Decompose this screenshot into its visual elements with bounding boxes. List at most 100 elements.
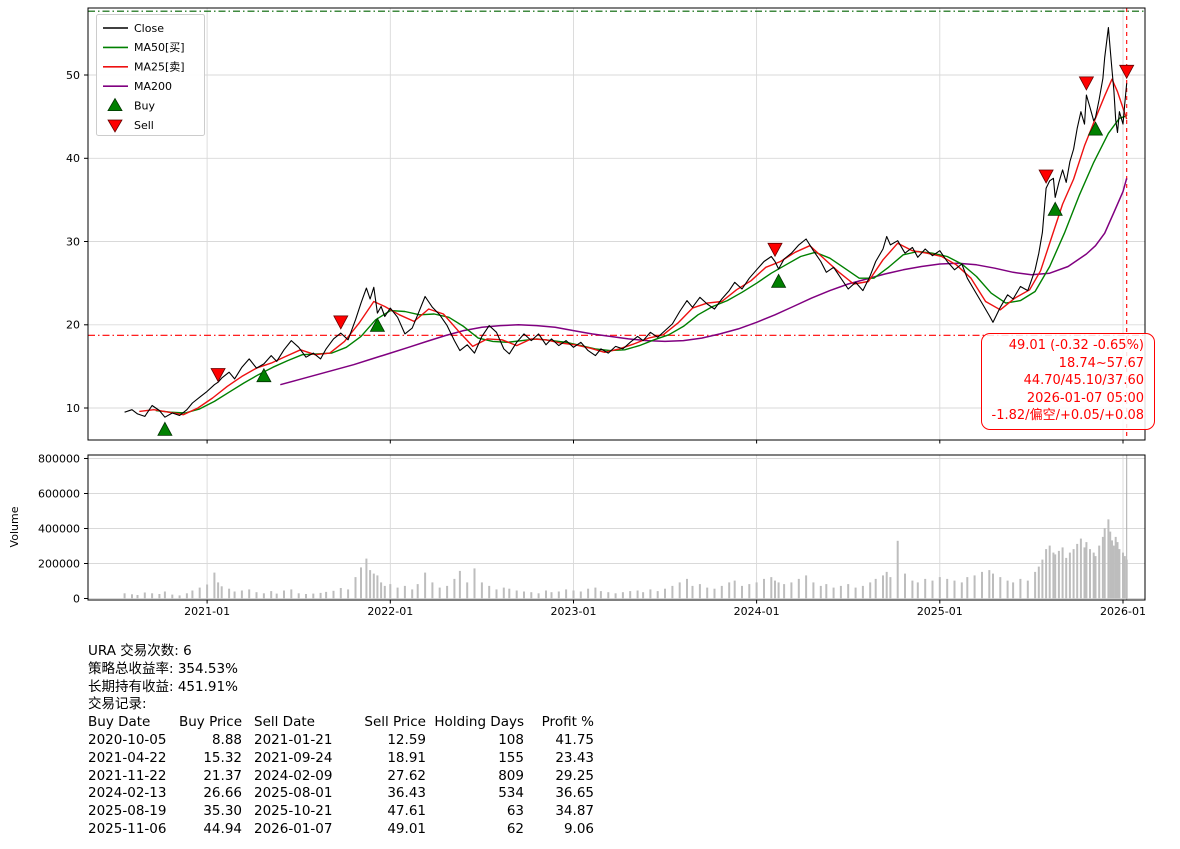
trade-cell: 26.66 [203, 785, 242, 802]
trade-cell: 47.61 [387, 803, 426, 820]
trade-cell: 2024-02-09 [254, 767, 333, 784]
trade-cell: 23.43 [555, 749, 594, 766]
trade-cell: 155 [498, 749, 524, 766]
volume-panel-border [87, 454, 1146, 601]
trade-row: 2021-11-22 21.37 2024-02-09 27.62 809 29.25 [88, 768, 594, 786]
sell-marker-icon [1038, 169, 1054, 184]
trade-cell: 2021-09-24 [254, 749, 333, 766]
trade-cell: 108 [498, 731, 524, 748]
header-buy-price: Buy Price [178, 714, 242, 731]
trade-cell: 8.88 [211, 731, 242, 748]
trade-cell: 2020-10-05 [88, 731, 167, 748]
annotation-signal-line: -1.82/偏空/+0.05/+0.08 [991, 408, 1144, 424]
legend-label: Sell [134, 119, 154, 132]
x-tick-label: 2023-01 [551, 605, 597, 618]
close-line [124, 27, 1128, 418]
price-tick-label: 20 [66, 319, 80, 332]
trade-cell: 2025-08-19 [88, 803, 167, 820]
price-tick-label: 30 [66, 235, 80, 248]
legend-sell-icon [107, 119, 123, 133]
trade-cell: 809 [498, 767, 524, 784]
buy-marker-icon [770, 273, 787, 288]
trade-cell: 35.30 [203, 803, 242, 820]
trade-cell: 15.32 [203, 749, 242, 766]
buy-marker-icon [369, 317, 386, 332]
price-tick-label: 40 [66, 152, 80, 165]
trade-row: 2025-11-06 44.94 2026-01-07 49.01 62 9.06 [88, 821, 594, 839]
trades-table: Buy Date Buy Price Sell Date Sell Price … [88, 714, 594, 839]
trade-cell: 12.59 [387, 731, 426, 748]
volume-tick-label: 800000 [38, 452, 80, 465]
strategy-return-line: 策略总收益率: 354.53% [88, 660, 238, 677]
trade-cell: 2021-04-22 [88, 749, 167, 766]
header-sell-price: Sell Price [364, 714, 426, 731]
trade-cell: 2025-10-21 [254, 803, 333, 820]
legend-box [96, 14, 205, 136]
trade-cell: 18.91 [387, 749, 426, 766]
trade-cell: 36.43 [387, 785, 426, 802]
legend-label: Buy [134, 99, 156, 112]
x-tick-label: 2025-01 [917, 605, 963, 618]
trade-cell: 2025-11-06 [88, 820, 167, 837]
chart-canvas: 10 20 30 40 50 0 200000 400000 600000 800000 2021-… [8, 7, 1146, 618]
trade-count-line: URA 交易次数: 6 [88, 643, 192, 659]
legend-label: MA25[卖] [134, 61, 185, 74]
price-tick-label: 10 [66, 402, 80, 415]
trade-cell: 27.62 [387, 767, 426, 784]
trades-table-header-row: Buy Date Buy Price Sell Date Sell Price … [88, 714, 594, 732]
annotation-date-line: 2026-01-07 05:00 [1026, 390, 1144, 406]
trade-cell: 2021-01-21 [254, 731, 333, 748]
annotation-price-line: 49.01 (-0.32 -0.65%) [1008, 338, 1144, 353]
ma25-line [139, 78, 1128, 416]
trade-row: 2025-08-19 35.30 2025-10-21 47.61 63 34.87 [88, 803, 594, 821]
sell-marker-icon [210, 368, 226, 383]
sell-marker-icon [333, 315, 349, 330]
legend-buy-icon [107, 97, 123, 111]
sell-marker-icon [1078, 76, 1095, 91]
volume-axis-label: Volume [8, 506, 21, 547]
stats-block: URA 交易次数: 6 策略总收益率: 354.53% 长期持有收益: 451.… [88, 643, 594, 839]
sell-marker-icon [1119, 64, 1135, 80]
legend-label: MA50[买] [134, 41, 185, 54]
volume-tick-label: 0 [73, 592, 80, 605]
buy-marker-icon [1047, 201, 1063, 216]
trade-cell: 41.75 [555, 731, 594, 748]
volume-tick-label: 200000 [38, 557, 80, 570]
header-profit-pct: Profit % [541, 714, 594, 731]
trade-cell: 29.25 [555, 767, 594, 784]
trade-cell: 49.01 [387, 820, 426, 837]
sell-marker-icon [767, 242, 783, 258]
annotation-range-line: 18.74~57.67 [1058, 355, 1144, 371]
price-tick-label: 50 [66, 69, 80, 82]
legend-label: Close [134, 22, 164, 35]
x-tick-label: 2026-01 [1100, 605, 1146, 618]
trade-cell: 34.87 [555, 803, 594, 820]
trade-cell: 2025-08-01 [254, 785, 333, 802]
header-holding-days: Holding Days [434, 714, 524, 731]
buy-marker-icon [157, 421, 173, 436]
trade-cell: 534 [498, 785, 524, 802]
trade-cell: 63 [506, 803, 524, 820]
trade-records-label: 交易记录: [88, 696, 147, 713]
trade-row: 2024-02-13 26.66 2025-08-01 36.43 534 36.65 [88, 785, 594, 803]
trade-row: 2021-04-22 15.32 2021-09-24 18.91 155 23.43 [88, 750, 594, 768]
volume-tick-label: 400000 [38, 522, 80, 535]
trade-cell: 2021-11-22 [88, 767, 167, 784]
x-tick-label: 2024-01 [734, 605, 780, 618]
trade-cell: 2026-01-07 [254, 820, 333, 837]
header-buy-date: Buy Date [88, 714, 151, 731]
buy-hold-return-line: 长期持有收益: 451.91% [88, 678, 238, 695]
ma200-line [280, 178, 1128, 386]
trade-row: 2020-10-05 8.88 2021-01-21 12.59 108 41.75 [88, 732, 594, 750]
x-tick-label: 2021-01 [184, 605, 230, 618]
buy-marker-icon [256, 367, 272, 383]
price-panel-border [87, 7, 1146, 441]
trade-cell: 2024-02-13 [88, 785, 167, 802]
trade-cell: 36.65 [555, 785, 594, 802]
trade-cell: 44.94 [203, 820, 242, 837]
trade-cell: 9.06 [563, 820, 594, 837]
buy-marker-icon [1087, 121, 1104, 136]
annotation-ma-line: 44.70/45.10/37.60 [1023, 373, 1144, 389]
header-sell-date: Sell Date [254, 714, 315, 731]
